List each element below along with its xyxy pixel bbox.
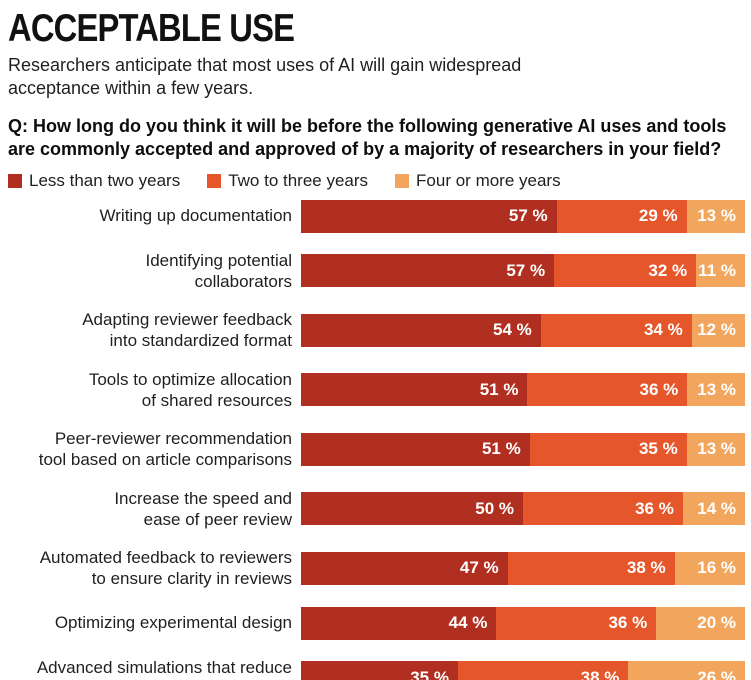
bar-segment: 20 % (656, 606, 745, 640)
segment-value: 14 % (697, 498, 736, 518)
segment-value: 51 % (481, 439, 521, 459)
bar-segment: 13 % (686, 199, 745, 233)
bar-segment: 57 % (301, 254, 555, 288)
legend-item: Two to three years (207, 171, 368, 191)
category-label: Peer-reviewer recommendation tool based … (38, 429, 292, 470)
legend-item: Less than two years (8, 171, 180, 191)
segment-value: 57 % (506, 260, 546, 280)
segment-value: 38 % (580, 667, 620, 680)
chart-row: Peer-reviewer recommendation tool based … (8, 428, 745, 471)
segment-value: 57 % (508, 206, 548, 226)
chart-row: Adapting reviewer feedback into standard… (8, 309, 745, 352)
chart-row: Tools to optimize allocation of shared r… (8, 369, 745, 412)
chart-row: Writing up documentation 57 % 29 % 13 % (8, 199, 745, 233)
segment-value: 34 % (643, 320, 683, 340)
category-label: Advanced simulations that reduce the nee… (33, 657, 292, 680)
segment-value: 13 % (697, 439, 736, 459)
bar-segment: 36 % (527, 373, 688, 407)
category-label: Increase the speed and ease of peer revi… (114, 488, 292, 529)
bar-segment: 51 % (301, 432, 530, 466)
segment-value: 29 % (638, 206, 678, 226)
stacked-bar: 50 % 36 % 14 % (301, 492, 745, 526)
bar-segment: 26 % (628, 661, 745, 680)
chart-row: Optimizing experimental design 44 % 36 % 20… (8, 606, 745, 640)
segment-value: 36 % (635, 498, 674, 518)
stacked-bar: 35 % 38 % 26 % (301, 661, 745, 680)
segment-value: 20 % (697, 613, 736, 633)
segment-value: 36 % (608, 613, 648, 633)
legend-label: Less than two years (29, 170, 181, 190)
bar-segment: 32 % (554, 254, 697, 288)
segment-value: 38 % (626, 558, 666, 578)
legend-label: Two to three years (228, 170, 369, 190)
bar-segment: 47 % (301, 551, 508, 585)
survey-question: Q: How long do you think it will be befo… (8, 115, 727, 160)
bar-segment: 16 % (674, 551, 745, 585)
segment-value: 54 % (493, 320, 532, 340)
chart-row: Advanced simulations that reduce the nee… (8, 657, 745, 680)
stacked-bar: 44 % 36 % 20 % (301, 606, 745, 640)
segment-value: 44 % (448, 613, 488, 633)
legend-swatch-icon (395, 173, 410, 188)
bar-segment: 44 % (301, 606, 497, 640)
segment-value: 51 % (479, 379, 519, 399)
bar-segment: 57 % (301, 199, 557, 233)
segment-value: 16 % (697, 558, 736, 578)
category-label: Writing up documentation (99, 206, 292, 226)
page-title: ACCEPTABLE USE (8, 7, 295, 50)
bar-segment: 13 % (687, 373, 745, 407)
chart-row: Increase the speed and ease of peer revi… (8, 488, 745, 531)
legend-swatch-icon (207, 173, 222, 188)
stacked-bar-chart: Writing up documentation 57 % 29 % 13 % Iden… (8, 199, 745, 680)
segment-value: 13 % (697, 379, 736, 399)
segment-value: 12 % (697, 320, 736, 340)
segment-value: 35 % (638, 439, 678, 459)
bar-segment: 54 % (301, 313, 541, 347)
stacked-bar: 47 % 38 % 16 % (301, 551, 745, 585)
bar-segment: 51 % (301, 373, 528, 407)
bar-segment: 29 % (556, 199, 687, 233)
bar-segment: 12 % (691, 313, 745, 347)
bar-segment: 35 % (301, 661, 458, 680)
segment-value: 35 % (410, 667, 449, 680)
bar-segment: 38 % (507, 551, 675, 585)
segment-value: 26 % (697, 667, 736, 680)
category-label: Identifying potential collaborators (145, 250, 293, 291)
bar-segment: 34 % (540, 313, 692, 347)
category-label: Optimizing experimental design (54, 613, 292, 633)
bar-segment: 35 % (529, 432, 687, 466)
stacked-bar: 51 % 36 % 13 % (301, 373, 745, 407)
bar-segment: 14 % (682, 492, 745, 526)
category-label: Tools to optimize allocation of shared r… (88, 369, 292, 410)
bar-segment: 36 % (523, 492, 683, 526)
chart-legend: Less than two years Two to three years Fou… (8, 171, 745, 191)
stacked-bar: 51 % 35 % 13 % (301, 432, 745, 466)
segment-value: 50 % (475, 498, 514, 518)
stacked-bar: 54 % 34 % 12 % (301, 313, 745, 347)
segment-value: 13 % (697, 206, 736, 226)
category-label: Adapting reviewer feedback into standard… (82, 310, 292, 351)
segment-value: 36 % (639, 379, 679, 399)
stacked-bar: 57 % 32 % 11 % (301, 254, 745, 288)
bar-segment: 38 % (457, 661, 629, 680)
bar-segment: 50 % (301, 492, 523, 526)
segment-value: 47 % (459, 558, 499, 578)
category-label: Automated feedback to reviewers to ensur… (39, 548, 292, 589)
legend-label: Four or more years (416, 170, 561, 190)
segment-value: 32 % (648, 260, 688, 280)
segment-value: 11 % (698, 260, 736, 280)
legend-item: Four or more years (395, 171, 561, 191)
chart-row: Automated feedback to reviewers to ensur… (8, 547, 745, 590)
bar-segment: 11 % (696, 254, 745, 288)
legend-swatch-icon (8, 173, 22, 188)
page-subtitle: Researchers anticipate that most uses of… (8, 55, 522, 99)
stacked-bar: 57 % 29 % 13 % (301, 199, 745, 233)
chart-row: Identifying potential collaborators 57 % 3… (8, 250, 745, 293)
bar-segment: 36 % (496, 606, 657, 640)
bar-segment: 13 % (686, 432, 745, 466)
